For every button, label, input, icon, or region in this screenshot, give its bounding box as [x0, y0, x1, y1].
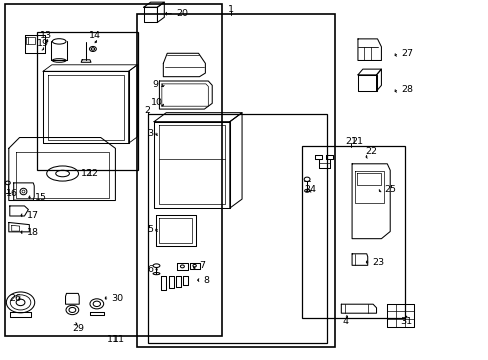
Text: 27: 27: [400, 49, 412, 58]
Text: 28: 28: [400, 85, 412, 94]
Text: 10: 10: [150, 98, 163, 107]
Bar: [137, 14, 334, 347]
Text: 4: 4: [342, 317, 347, 325]
Text: 13: 13: [40, 31, 52, 40]
Bar: [147, 114, 326, 343]
Text: 30: 30: [111, 293, 123, 302]
Text: 7: 7: [199, 261, 205, 270]
Text: 6: 6: [147, 265, 153, 274]
Text: 26: 26: [10, 293, 22, 302]
Text: 23: 23: [372, 258, 384, 266]
Text: 24: 24: [304, 184, 316, 194]
Bar: [5, 4, 222, 336]
Text: 11: 11: [106, 335, 118, 343]
Bar: [302, 146, 404, 318]
Text: 8: 8: [203, 276, 208, 284]
Text: 16: 16: [6, 189, 18, 198]
Text: 25: 25: [384, 184, 396, 194]
Text: 22: 22: [365, 148, 377, 156]
Text: 17: 17: [27, 211, 39, 220]
Text: 18: 18: [27, 228, 39, 237]
Text: 29: 29: [72, 324, 84, 333]
Text: 21: 21: [345, 136, 356, 145]
Text: 12: 12: [87, 169, 99, 178]
Text: 12: 12: [81, 169, 93, 178]
Text: 14: 14: [89, 31, 101, 40]
Text: 19: 19: [37, 39, 49, 48]
Text: 31: 31: [399, 317, 411, 325]
Text: 15: 15: [35, 193, 47, 202]
Text: 20: 20: [176, 9, 188, 18]
Text: 11: 11: [112, 335, 124, 343]
Bar: [37, 32, 138, 170]
Text: 9: 9: [152, 80, 158, 89]
Text: 5: 5: [147, 225, 153, 234]
Text: 21: 21: [350, 136, 363, 145]
Text: 1: 1: [227, 5, 233, 14]
Text: 2: 2: [144, 107, 150, 115]
Text: 3: 3: [147, 129, 154, 138]
